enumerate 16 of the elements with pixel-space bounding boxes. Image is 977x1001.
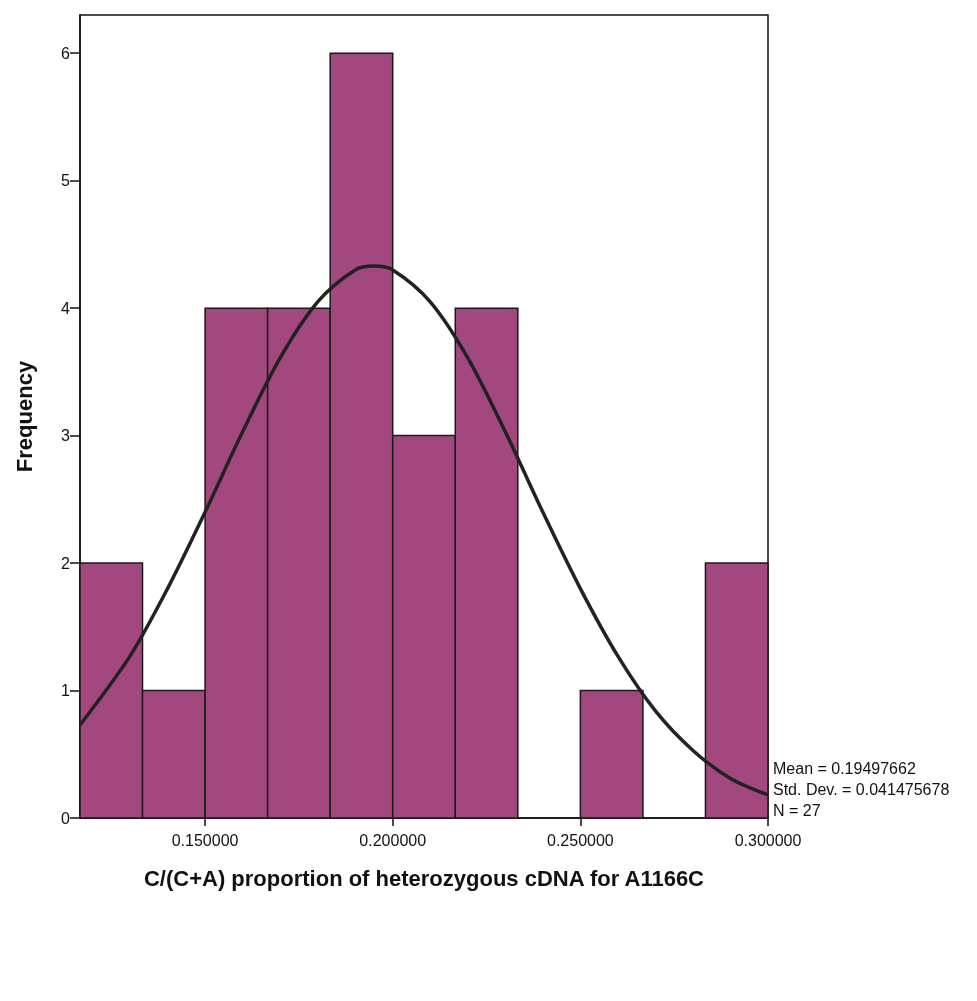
y-tick-label: 1 [61,682,71,700]
text: Std. Dev. = 0.041475678 [773,780,950,798]
y-tick-label: 3 [61,427,71,445]
text: Mean = 0.19497662 [773,759,916,777]
x-tick-label: 0.200000 [359,831,427,849]
y-tick-label: 2 [61,554,71,572]
y-axis-title: Frequency [11,360,37,473]
y-tick-label: 0 [61,809,71,827]
x-axis-title: C/(C+A) proportion of heterozygous cDNA for A1166C [143,865,705,891]
y-tick-label: 4 [61,299,71,317]
x-tick-label: 0.250000 [546,831,614,849]
x-tick-label: 0.150000 [171,831,239,849]
text: N = 27 [773,801,821,819]
y-tick-label: 5 [61,172,71,190]
y-tick-label: 6 [61,44,71,62]
x-tick-label: 0.300000 [734,831,802,849]
